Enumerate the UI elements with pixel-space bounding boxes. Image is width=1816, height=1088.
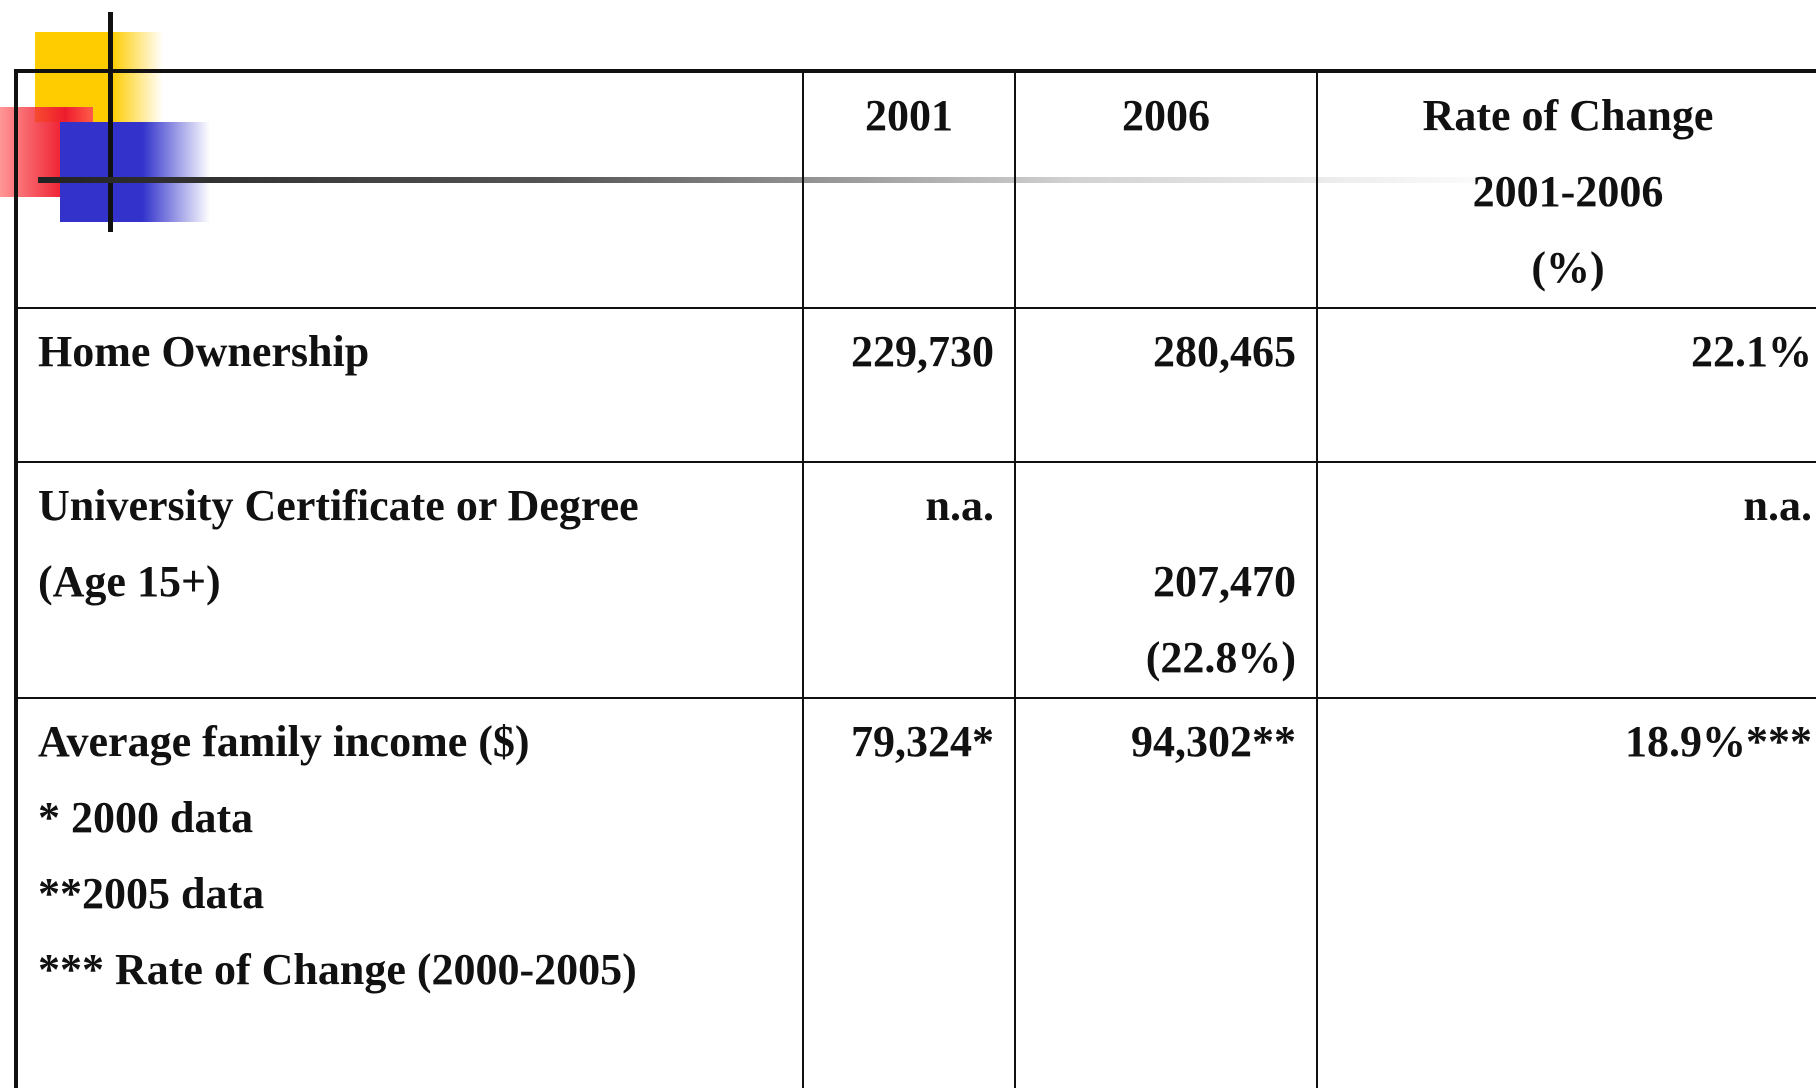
cell-line: 280,465	[1153, 327, 1296, 376]
cell-line: 2006	[1122, 91, 1210, 140]
table-row: Average family income ($) * 2000 data **20…	[14, 697, 1816, 1088]
table-cell: 280,465	[1014, 307, 1318, 463]
cell-line: * 2000 data	[38, 793, 254, 842]
row-label: University Certificate or Degree (Age 15+…	[14, 461, 804, 699]
cell-line: n.a.	[1743, 481, 1812, 530]
table-row: University Certificate or Degree (Age 15+…	[14, 461, 1816, 699]
row-label: Home Ownership	[14, 307, 804, 463]
table-cell: 18.9%***	[1316, 697, 1816, 1088]
cell-line: 94,302**	[1131, 717, 1296, 766]
header-row: 2001 2006 Rate of Change 2001-2006 (%)	[14, 69, 1816, 309]
header-cell: Rate of Change 2001-2006 (%)	[1316, 69, 1816, 309]
table-body: 2001 2006 Rate of Change 2001-2006 (%) Home O…	[14, 69, 1816, 1088]
cell-line: 2001-2006	[1472, 167, 1664, 216]
data-table: 2001 2006 Rate of Change 2001-2006 (%) Home O…	[14, 69, 1816, 1088]
row-label: Average family income ($) * 2000 data **20…	[14, 697, 804, 1088]
table-cell: 79,324*	[802, 697, 1016, 1088]
header-cell: 2006	[1014, 69, 1318, 309]
table-cell: 229,730	[802, 307, 1016, 463]
table-cell: 207,470 (22.8%)	[1014, 461, 1318, 699]
table-cell: 94,302**	[1014, 697, 1318, 1088]
table-cell: n.a.	[802, 461, 1016, 699]
table-row: Home Ownership 229,730 280,465 22.1%	[14, 307, 1816, 463]
header-cell	[14, 69, 804, 309]
table-cell: n.a.	[1316, 461, 1816, 699]
cell-line: 22.1%	[1691, 327, 1812, 376]
cell-line	[1016, 468, 1296, 544]
cell-line: 79,324*	[851, 717, 994, 766]
cell-line: 207,470	[1153, 557, 1296, 606]
cell-line: Home Ownership	[38, 327, 370, 376]
cell-line: University Certificate or Degree	[38, 481, 639, 530]
table-cell: 22.1%	[1316, 307, 1816, 463]
cell-line: n.a.	[925, 481, 994, 530]
header-cell: 2001	[802, 69, 1016, 309]
cell-line: 2001	[865, 91, 953, 140]
cell-line: (%)	[1531, 243, 1605, 292]
cell-line: (22.8%)	[1145, 633, 1296, 682]
cell-line: 229,730	[851, 327, 994, 376]
cell-line: Rate of Change	[1422, 91, 1714, 140]
cell-line: 18.9%***	[1625, 717, 1812, 766]
cell-line: *** Rate of Change (2000-2005)	[38, 945, 637, 994]
cell-line: Average family income ($)	[38, 717, 530, 766]
cell-line: **2005 data	[38, 869, 265, 918]
cell-line: (Age 15+)	[38, 557, 221, 606]
